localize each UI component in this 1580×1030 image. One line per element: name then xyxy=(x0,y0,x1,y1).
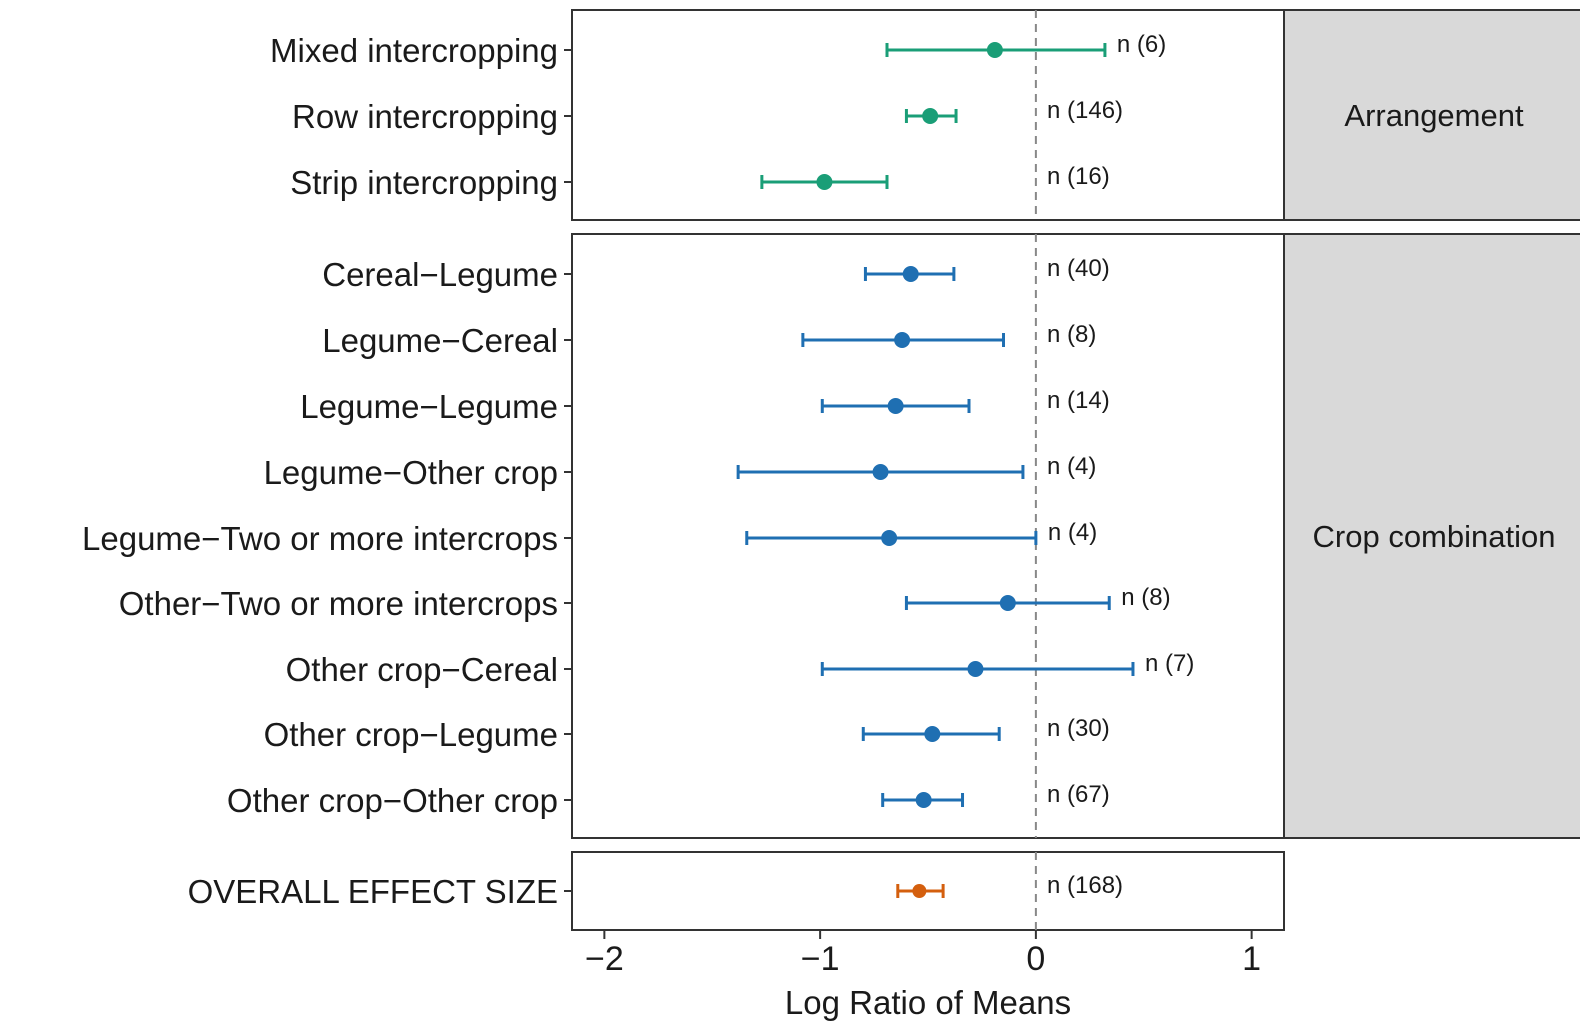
n-label: n (6) xyxy=(1117,31,1166,58)
n-label: n (4) xyxy=(1048,519,1097,546)
point-estimate xyxy=(816,174,833,190)
category-label: Legume−Two or more intercrops xyxy=(82,520,558,557)
category-label: Cereal−Legume xyxy=(322,256,558,293)
point-estimate xyxy=(872,464,889,480)
category-label: Strip intercropping xyxy=(290,164,558,201)
point-estimate xyxy=(999,595,1016,611)
category-label: Other−Two or more intercrops xyxy=(119,585,558,622)
point-estimate xyxy=(912,884,927,898)
category-label: Row intercropping xyxy=(292,98,558,135)
strip-label-arrangement: Arrangement xyxy=(1344,98,1524,133)
strip-label-crop-combination: Crop combination xyxy=(1313,519,1556,554)
category-label: OVERALL EFFECT SIZE xyxy=(188,873,558,910)
category-label: Other crop−Legume xyxy=(264,716,558,753)
point-estimate xyxy=(887,398,904,414)
category-label: Mixed intercropping xyxy=(270,32,558,69)
point-estimate xyxy=(902,266,919,282)
point-estimate xyxy=(915,792,932,808)
point-estimate xyxy=(967,661,984,677)
n-label: n (40) xyxy=(1047,255,1110,282)
strip-crop-combination xyxy=(1283,233,1580,839)
n-label: n (16) xyxy=(1047,163,1110,190)
point-estimate xyxy=(922,108,939,124)
category-label: Other crop−Cereal xyxy=(286,651,558,688)
x-tick-label: −2 xyxy=(585,940,624,978)
category-label: Other crop−Other crop xyxy=(227,782,558,819)
point-estimate xyxy=(894,332,911,348)
n-label: n (8) xyxy=(1047,321,1096,348)
x-tick-label: 1 xyxy=(1242,940,1261,978)
point-estimate xyxy=(881,530,898,546)
n-label: n (4) xyxy=(1047,453,1096,480)
panel-frame-crop-combination xyxy=(571,233,1285,839)
n-label: n (14) xyxy=(1047,387,1110,414)
n-label: n (7) xyxy=(1145,650,1194,677)
x-tick-label: 0 xyxy=(1026,940,1045,978)
category-label: Legume−Legume xyxy=(300,388,558,425)
point-estimate xyxy=(986,42,1003,58)
x-axis-title: Log Ratio of Means xyxy=(785,984,1071,1021)
n-label: n (168) xyxy=(1047,872,1123,899)
strip-arrangement xyxy=(1283,9,1580,221)
n-label: n (67) xyxy=(1047,781,1110,808)
x-tick-label: −1 xyxy=(801,940,840,978)
category-label: Legume−Cereal xyxy=(322,322,558,359)
n-label: n (8) xyxy=(1121,584,1170,611)
n-label: n (30) xyxy=(1047,715,1110,742)
category-label: Legume−Other crop xyxy=(264,454,558,491)
n-label: n (146) xyxy=(1047,97,1123,124)
point-estimate xyxy=(924,726,941,742)
